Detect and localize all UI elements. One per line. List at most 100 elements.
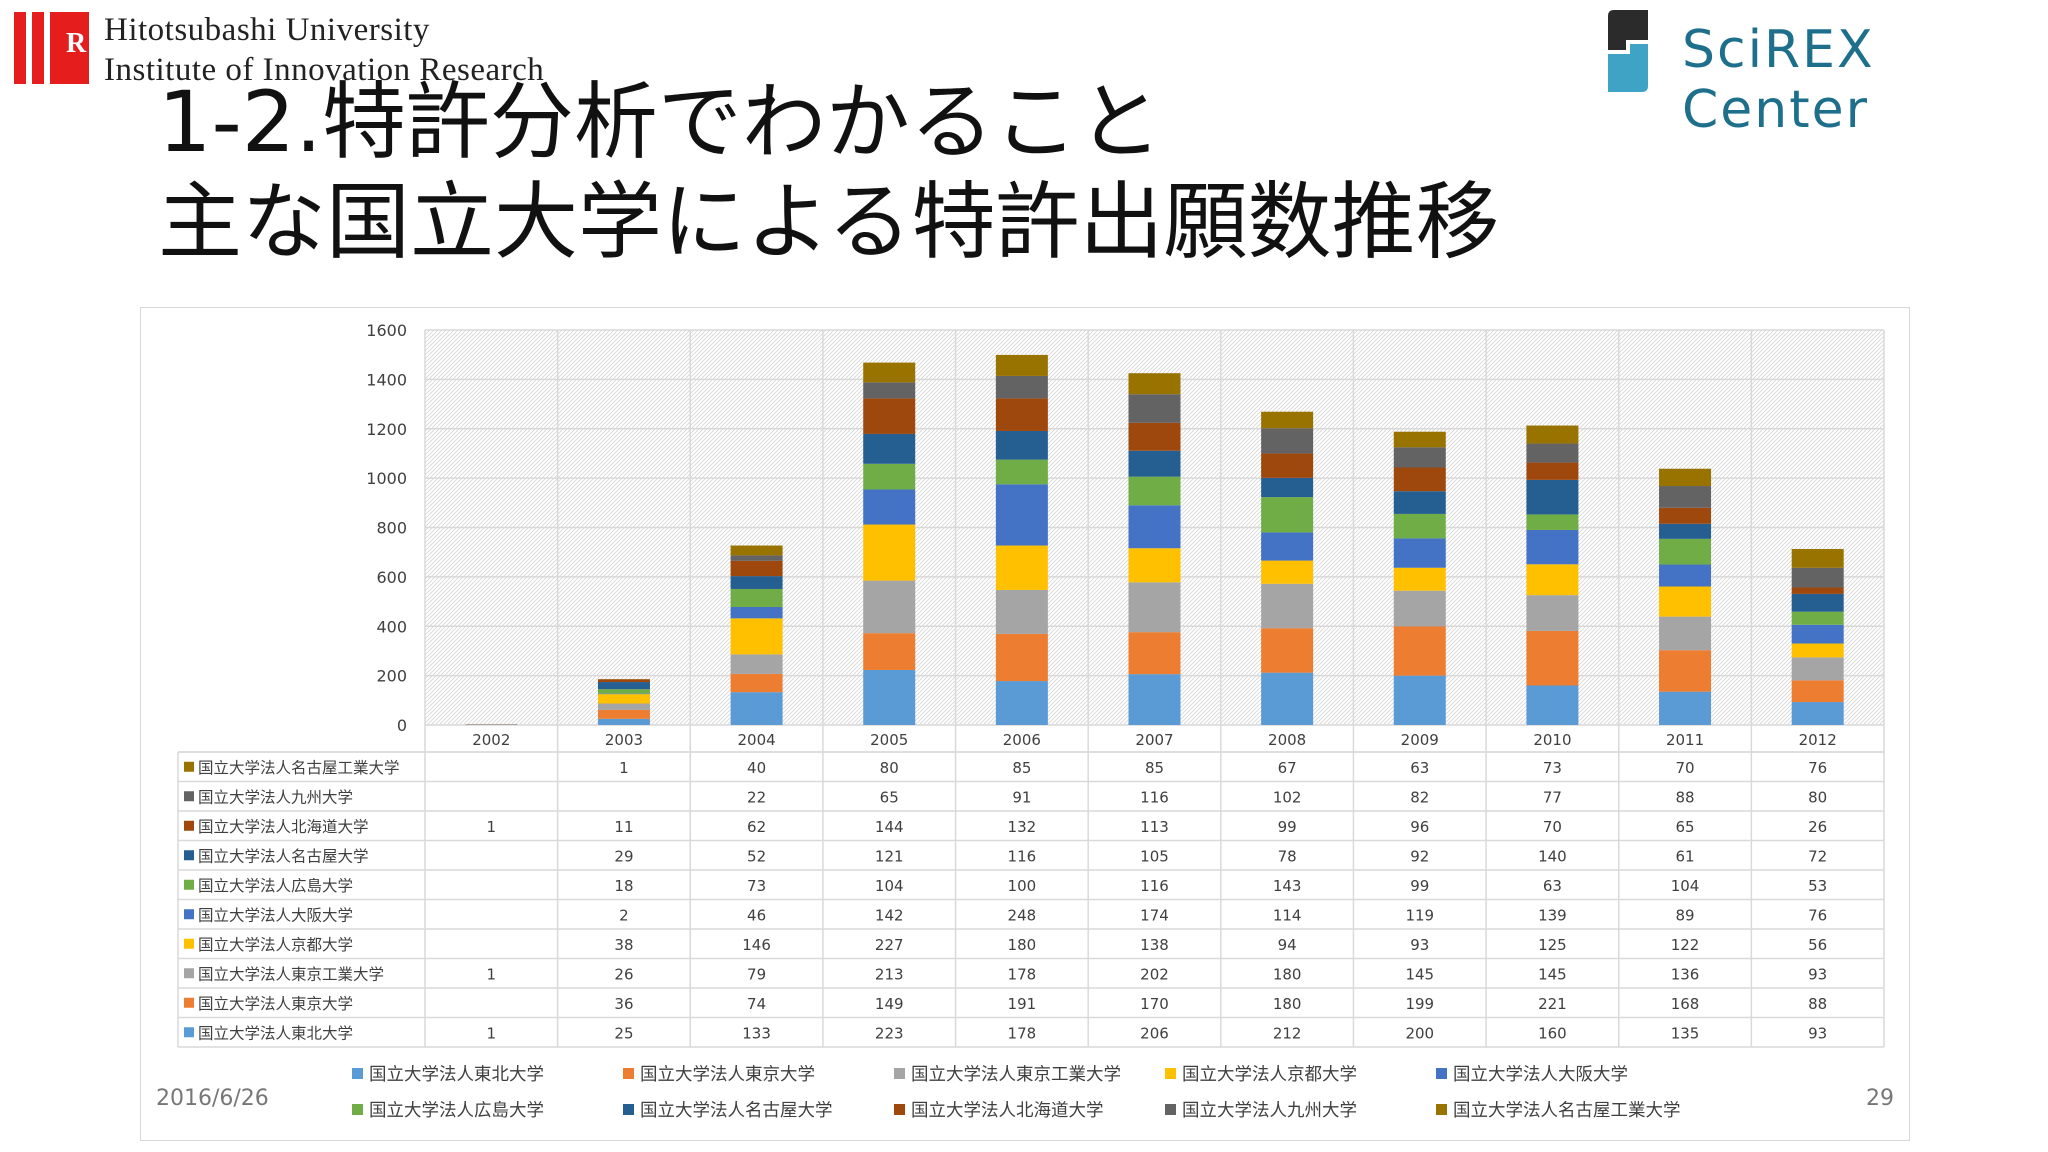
- data-label: 180: [1273, 995, 1302, 1013]
- bar-segment: [1128, 632, 1181, 675]
- data-label: 76: [1808, 759, 1827, 777]
- scirex-logo: SciREX Center: [1604, 6, 2044, 140]
- bar-segment: [1659, 691, 1712, 725]
- bar-segment: [1526, 595, 1579, 631]
- table-series-name: 国立大学法人北海道大学: [198, 818, 369, 836]
- table-series-name: 国立大学法人広島大学: [198, 877, 353, 895]
- bar-segment: [1393, 431, 1446, 448]
- data-label: 125: [1538, 936, 1567, 954]
- data-label: 93: [1808, 1024, 1827, 1042]
- data-label: 62: [747, 818, 766, 836]
- data-label: 56: [1808, 936, 1827, 954]
- data-label: 180: [1273, 965, 1302, 983]
- data-label: 104: [875, 877, 904, 895]
- x-tick-label: 2006: [1003, 731, 1041, 749]
- title-line2: 主な国立大学による特許出願数推移: [158, 173, 1500, 271]
- data-label: 104: [1671, 877, 1700, 895]
- data-label: 149: [875, 995, 904, 1013]
- university-line2: Institute of Innovation Research: [104, 52, 545, 88]
- bar-segment: [1128, 450, 1181, 477]
- data-label: 105: [1140, 847, 1169, 865]
- bar-segment: [1791, 611, 1844, 625]
- data-label: 140: [1538, 847, 1567, 865]
- bar-segment: [730, 588, 783, 607]
- data-label: 113: [1140, 818, 1169, 836]
- data-label: 18: [614, 877, 633, 895]
- data-label: 170: [1140, 995, 1169, 1013]
- data-label: 133: [742, 1024, 771, 1042]
- data-label: 65: [1675, 818, 1694, 836]
- bar-segment: [1261, 628, 1314, 673]
- bar-segment: [1659, 523, 1712, 539]
- bar-segment: [1791, 567, 1844, 588]
- bar-segment: [1261, 411, 1314, 429]
- bar-segment: [1659, 616, 1712, 651]
- y-tick-label: 800: [376, 519, 407, 538]
- legend-key: [623, 1068, 634, 1079]
- data-label: 74: [747, 995, 766, 1013]
- bar-segment: [1791, 643, 1844, 658]
- data-label: 70: [1675, 759, 1694, 777]
- data-label: 180: [1008, 936, 1037, 954]
- data-label: 25: [614, 1024, 633, 1042]
- table-legend-key: [184, 938, 194, 949]
- legend-key: [894, 1104, 905, 1115]
- bar-segment: [1128, 476, 1181, 506]
- data-label: 38: [614, 936, 633, 954]
- data-label: 191: [1008, 995, 1037, 1013]
- bar-segment: [1659, 538, 1712, 565]
- data-label: 145: [1405, 965, 1434, 983]
- data-label: 11: [614, 818, 633, 836]
- data-label: 1: [487, 965, 497, 983]
- legend-entry: 国立大学法人九州大学: [1182, 1101, 1357, 1121]
- bar-segment: [1128, 674, 1181, 725]
- data-label: 93: [1410, 936, 1429, 954]
- table-series-name: 国立大学法人東京工業大学: [198, 965, 384, 983]
- data-label: 174: [1140, 906, 1169, 924]
- table-series-name: 国立大学法人大阪大学: [198, 906, 353, 924]
- university-name: Hitotsubashi University Institute of Inn…: [104, 10, 544, 90]
- bar-segment: [1526, 685, 1579, 725]
- data-label: 143: [1273, 877, 1302, 895]
- data-label: 119: [1405, 906, 1434, 924]
- bar-segment: [863, 489, 916, 525]
- data-label: 114: [1273, 906, 1302, 924]
- bar-segment: [730, 545, 783, 556]
- bar-segment: [1261, 477, 1314, 498]
- y-tick-label: 0: [397, 716, 407, 735]
- bar-segment: [1393, 447, 1446, 468]
- bar-segment: [1393, 491, 1446, 514]
- bar-segment: [995, 354, 1048, 376]
- bar-segment: [730, 673, 783, 693]
- data-label: 202: [1140, 965, 1169, 983]
- data-label: 146: [742, 936, 771, 954]
- legend-key: [1436, 1068, 1447, 1079]
- table-legend-key: [184, 761, 194, 772]
- bar-segment: [597, 694, 650, 704]
- data-label: 206: [1140, 1024, 1169, 1042]
- data-label: 121: [875, 847, 904, 865]
- x-tick-label: 2002: [472, 731, 510, 749]
- table-series-name: 国立大学法人名古屋工業大学: [198, 759, 400, 777]
- bar-segment: [1393, 590, 1446, 627]
- bar-segment: [1128, 548, 1181, 583]
- data-label: 73: [747, 877, 766, 895]
- bar-segment: [730, 576, 783, 589]
- data-label: 168: [1671, 995, 1700, 1013]
- bar-segment: [597, 709, 650, 719]
- table-legend-key: [184, 968, 194, 979]
- scirex-name: SciREX Center: [1682, 20, 1875, 140]
- x-tick-label: 2011: [1666, 731, 1704, 749]
- data-label: 65: [880, 788, 899, 806]
- bar-segment: [1261, 428, 1314, 454]
- bar-segment: [1128, 582, 1181, 633]
- data-label: 1: [487, 818, 497, 836]
- data-label: 200: [1405, 1024, 1434, 1042]
- bar-segment: [1659, 486, 1712, 508]
- data-label: 100: [1008, 877, 1037, 895]
- bar-segment: [597, 682, 650, 690]
- table-legend-key: [184, 850, 194, 861]
- table-series-name: 国立大学法人九州大学: [198, 788, 353, 806]
- university-line1: Hitotsubashi University: [104, 12, 430, 48]
